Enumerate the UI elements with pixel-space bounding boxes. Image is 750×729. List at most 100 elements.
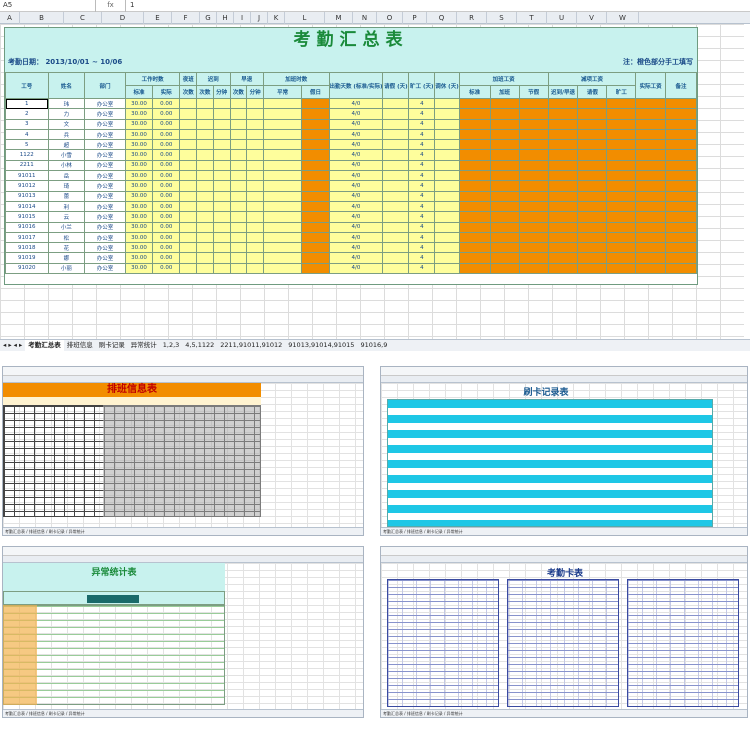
cell[interactable] [434, 128, 460, 141]
cell[interactable] [246, 128, 264, 141]
cell[interactable] [489, 139, 520, 151]
cell[interactable] [664, 180, 698, 192]
cell-actual[interactable]: 0.00 [152, 242, 181, 254]
cell-id[interactable]: 91015 [5, 211, 49, 223]
cell[interactable] [458, 200, 491, 213]
sheet-tab[interactable]: 91013,91014,91015 [288, 341, 355, 349]
cell[interactable] [229, 97, 248, 110]
cell[interactable] [606, 190, 637, 202]
cell-dept[interactable]: 办公室 [84, 252, 126, 264]
cell[interactable] [196, 170, 214, 182]
cell[interactable] [577, 200, 608, 213]
cell[interactable] [489, 97, 520, 110]
cell[interactable] [212, 149, 231, 161]
cell-att[interactable]: 4/0 [328, 97, 384, 110]
cell[interactable] [301, 231, 330, 244]
cell[interactable] [434, 108, 460, 120]
cell[interactable] [458, 242, 491, 254]
cell[interactable] [179, 180, 198, 192]
cell-att[interactable]: 4/0 [328, 221, 384, 233]
column-header[interactable]: J [251, 12, 268, 24]
cell-absent[interactable]: 4 [408, 180, 436, 192]
cell[interactable] [246, 231, 264, 244]
cell-actual[interactable]: 0.00 [152, 139, 181, 151]
cell[interactable] [458, 170, 491, 182]
cell[interactable] [382, 139, 410, 151]
cell[interactable] [577, 242, 608, 254]
cell[interactable] [518, 108, 549, 120]
cell-id[interactable]: 91011 [5, 170, 49, 182]
cell-id[interactable]: 91019 [5, 252, 49, 264]
cell-id[interactable]: 1 [5, 97, 49, 110]
cell[interactable] [179, 190, 198, 202]
column-header[interactable]: L [285, 12, 325, 24]
cell[interactable] [458, 149, 491, 161]
cell-dept[interactable]: 办公室 [84, 118, 126, 130]
cell[interactable] [606, 221, 637, 233]
cell[interactable] [434, 170, 460, 182]
cell[interactable] [301, 211, 330, 223]
cell[interactable] [179, 211, 198, 223]
cell[interactable] [246, 170, 264, 182]
sheet-tab[interactable]: 排班信息 [66, 341, 93, 349]
column-header[interactable]: Q [427, 12, 457, 24]
cell-name[interactable]: 文 [47, 118, 86, 130]
cell-actual[interactable]: 0.00 [152, 108, 181, 120]
cell[interactable] [664, 108, 698, 120]
cell[interactable] [301, 118, 330, 130]
cell[interactable] [547, 128, 579, 141]
name-box[interactable]: A5 [0, 0, 96, 12]
cell-att[interactable]: 4/0 [328, 262, 384, 275]
cell-name[interactable]: 小丽 [47, 262, 86, 275]
cell[interactable] [606, 159, 637, 172]
cell-att[interactable]: 4/0 [328, 128, 384, 141]
cell[interactable] [212, 231, 231, 244]
cell[interactable] [635, 221, 666, 233]
cell-id[interactable]: 91016 [5, 221, 49, 233]
cell[interactable] [212, 200, 231, 213]
cell[interactable] [212, 170, 231, 182]
cell[interactable] [301, 97, 330, 110]
cell[interactable] [196, 221, 214, 233]
cell-id[interactable]: 3 [5, 118, 49, 130]
cell[interactable] [547, 97, 579, 110]
cell[interactable] [635, 118, 666, 130]
cell-att[interactable]: 4/0 [328, 211, 384, 223]
cell-id[interactable]: 91017 [5, 231, 49, 244]
cell[interactable] [664, 190, 698, 202]
cell[interactable] [301, 149, 330, 161]
cell-std[interactable]: 30.00 [124, 149, 154, 161]
cell[interactable] [262, 221, 303, 233]
cell[interactable] [458, 190, 491, 202]
cell[interactable] [382, 180, 410, 192]
cell[interactable] [547, 252, 579, 264]
cell-std[interactable]: 30.00 [124, 159, 154, 172]
cell[interactable] [382, 190, 410, 202]
cell[interactable] [179, 221, 198, 233]
cell[interactable] [606, 149, 637, 161]
cell[interactable] [246, 221, 264, 233]
cell-dept[interactable]: 办公室 [84, 262, 126, 275]
cell[interactable] [246, 242, 264, 254]
cell[interactable] [606, 118, 637, 130]
cell[interactable] [179, 200, 198, 213]
cell[interactable] [196, 159, 214, 172]
cell[interactable] [489, 200, 520, 213]
cell-absent[interactable]: 4 [408, 139, 436, 151]
cell[interactable] [577, 231, 608, 244]
cell[interactable] [635, 190, 666, 202]
cell-att[interactable]: 4/0 [328, 118, 384, 130]
cell[interactable] [635, 97, 666, 110]
cell-actual[interactable]: 0.00 [152, 252, 181, 264]
cell[interactable] [518, 211, 549, 223]
cell[interactable] [196, 128, 214, 141]
cell[interactable] [434, 97, 460, 110]
cell[interactable] [212, 190, 231, 202]
column-header[interactable]: V [577, 12, 607, 24]
cell[interactable] [262, 108, 303, 120]
cell[interactable] [664, 170, 698, 182]
cell[interactable] [262, 149, 303, 161]
cell[interactable] [179, 231, 198, 244]
cell[interactable] [246, 200, 264, 213]
cell-name[interactable]: 岳 [47, 170, 86, 182]
